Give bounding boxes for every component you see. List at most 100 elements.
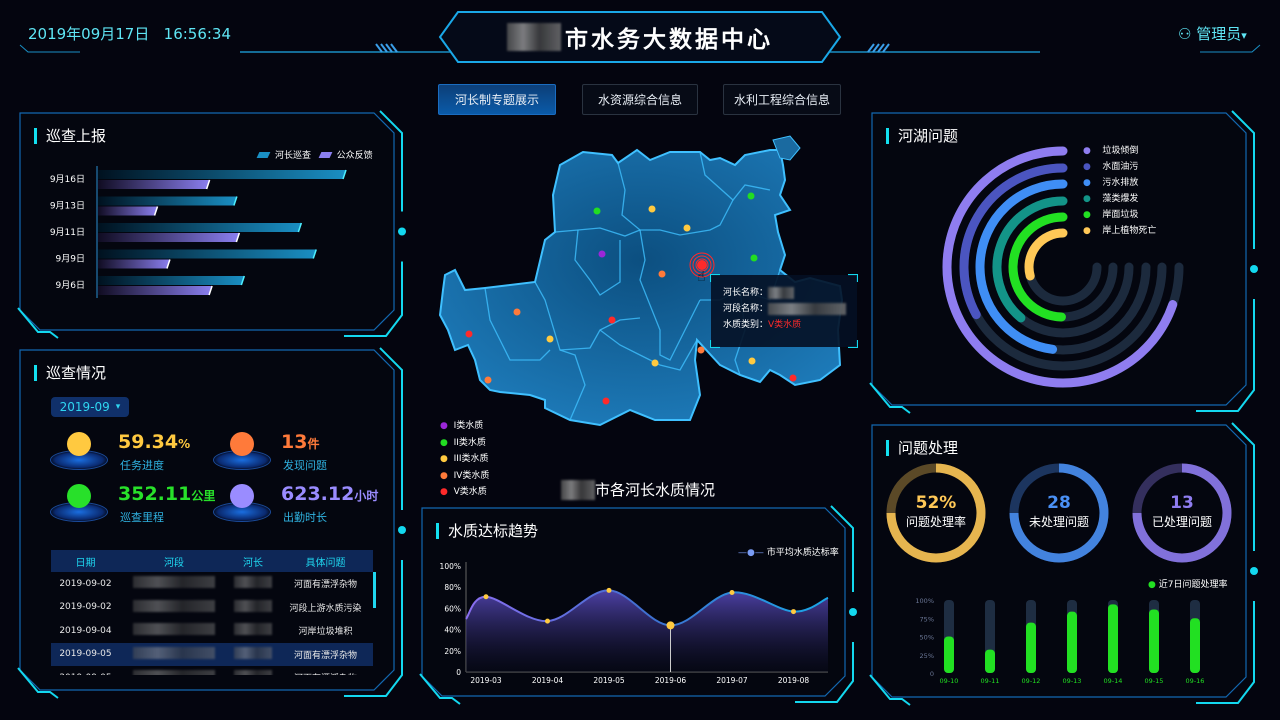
radial-legend-item[interactable]: ● 污水排放 bbox=[1083, 178, 1139, 188]
table-row[interactable]: 2019-09-04 河岸垃圾堆积 bbox=[51, 619, 373, 643]
pulse-ring bbox=[692, 255, 712, 275]
radial-bar bbox=[1024, 228, 1068, 281]
tab-river-chief[interactable]: 河长制专题展示 bbox=[438, 84, 556, 115]
x-tick-label: 2019-07 bbox=[716, 676, 748, 685]
bar-category-label: 9月16日 bbox=[50, 174, 85, 185]
col-date[interactable]: 日期 bbox=[51, 550, 120, 572]
tab-water-resources[interactable]: 水资源综合信息 bbox=[582, 84, 698, 115]
legend-dot-icon: ● bbox=[1148, 580, 1159, 590]
bar-chief-patrol bbox=[98, 249, 317, 259]
map-legend: ● I类水质 ● II类水质 ● III类水质 ● IV类水质 ● V类水质 bbox=[440, 418, 489, 501]
radial-legend-item[interactable]: ● 藻类爆发 bbox=[1083, 194, 1139, 204]
chevron-down-icon: ▾ bbox=[115, 402, 121, 412]
legend-dot-icon: ● bbox=[440, 421, 448, 431]
trend-point bbox=[606, 587, 612, 593]
trend-line bbox=[465, 589, 829, 627]
map-region-border bbox=[534, 281, 641, 351]
cell-problem: 河岸垃圾堆积 bbox=[298, 627, 353, 638]
col-chief[interactable]: 河长 bbox=[228, 550, 279, 572]
table-row[interactable]: 2019-09-02 河段上游水质污染 bbox=[51, 596, 373, 620]
cell-date: 2019-09-04 bbox=[59, 625, 112, 636]
user-menu[interactable]: ⚇ 管理员▾ bbox=[1178, 25, 1247, 43]
rocket-icon bbox=[67, 432, 91, 456]
x-tick-label: 09-13 bbox=[1063, 677, 1082, 685]
bar-tip bbox=[205, 179, 211, 190]
table-scrollbar[interactable] bbox=[373, 572, 376, 608]
lightbulb-icon bbox=[230, 432, 254, 456]
radial-bar bbox=[942, 146, 1178, 388]
table-row[interactable]: 2019-09-02 河面有漂浮杂物 bbox=[51, 572, 373, 596]
map-legend-item[interactable]: ● V类水质 bbox=[440, 487, 487, 497]
table-row[interactable]: 2019-09-05 河面有漂浮杂物 bbox=[51, 666, 373, 675]
trend-point bbox=[545, 618, 550, 624]
header-stripe bbox=[867, 43, 875, 53]
bar-tip bbox=[166, 259, 171, 269]
blurred-chief-name bbox=[768, 286, 795, 299]
stat-value: 352.11公里 bbox=[118, 483, 216, 505]
radial-legend-item[interactable]: ● 垃圾倾倒 bbox=[1083, 146, 1139, 156]
stat-value: 623.12小时 bbox=[281, 483, 379, 505]
blurred-section-name bbox=[768, 302, 847, 315]
map-region-border bbox=[599, 329, 698, 371]
blurred-chief bbox=[234, 576, 273, 589]
tab-water-projects[interactable]: 水利工程综合信息 bbox=[723, 84, 841, 115]
donut-label: 28 未处理问题 bbox=[1028, 493, 1089, 529]
bar-public-feedback bbox=[98, 206, 158, 216]
bar-chief-patrol bbox=[98, 276, 245, 285]
x-tick-label: 09-11 bbox=[981, 677, 1000, 685]
stat-label: 巡查里程 bbox=[120, 511, 164, 524]
legend-line-icon: —●— bbox=[738, 548, 767, 558]
table-row[interactable]: 2019-09-05 河面有漂浮杂物 bbox=[51, 642, 373, 666]
y-tick-label: 60% bbox=[444, 604, 461, 613]
blurred-city-name bbox=[561, 479, 595, 500]
map-caption: 市各河长水质情况 bbox=[561, 479, 715, 500]
legend-dot-icon: ● bbox=[1083, 146, 1091, 156]
radial-legend-item[interactable]: ● 岸上植物死亡 bbox=[1083, 226, 1157, 236]
cell-section bbox=[120, 596, 228, 620]
header-stripe bbox=[877, 43, 885, 53]
bar-chief-patrol bbox=[98, 170, 346, 179]
legend-dot-icon: ● bbox=[1083, 162, 1091, 172]
stat-label: 任务进度 bbox=[120, 459, 164, 472]
col-section[interactable]: 河段 bbox=[119, 550, 228, 572]
map-legend-item[interactable]: ● III类水质 bbox=[440, 454, 489, 464]
radial-legend-item[interactable]: ● 水面油污 bbox=[1083, 162, 1139, 172]
river-issues-radial-chart bbox=[942, 146, 1184, 388]
blurred-chief bbox=[234, 646, 273, 659]
panel-title-river-issues: 河湖问题 bbox=[886, 128, 958, 144]
station-marker bbox=[648, 205, 656, 213]
donut-label: 52% 问题处理率 bbox=[905, 493, 966, 529]
station-marker bbox=[608, 316, 616, 324]
map-legend-item[interactable]: ● I类水质 bbox=[440, 421, 484, 431]
station-marker bbox=[651, 359, 659, 367]
donut-label: 13 已处理问题 bbox=[1151, 493, 1212, 529]
bar-value bbox=[944, 636, 954, 673]
bar-chief-patrol bbox=[98, 196, 237, 206]
radial-legend-item[interactable]: ● 岸面垃圾 bbox=[1083, 210, 1139, 220]
bar-value bbox=[1190, 618, 1200, 673]
cell-date: 2019-09-02 bbox=[59, 578, 112, 589]
col-problem[interactable]: 具体问题 bbox=[278, 550, 373, 572]
bar-public-feedback bbox=[98, 180, 210, 189]
map-region-border bbox=[574, 229, 621, 296]
cell-chief bbox=[228, 619, 278, 643]
bar-legend: 河长巡查 公众反馈 bbox=[256, 148, 373, 161]
trend-legend: —●— 市平均水质达标率 bbox=[738, 548, 839, 558]
map-tooltip: 河长名称： 河段名称： 水质类别：V类水质 bbox=[711, 275, 857, 347]
panel-corner-accent bbox=[1231, 422, 1255, 551]
cell-date: 2019-09-05 bbox=[51, 666, 120, 675]
month-select[interactable]: 2019-09 ▾ bbox=[51, 397, 129, 417]
panel-title-patrol-report: 巡查上报 bbox=[34, 128, 106, 144]
y-tick-label: 40% bbox=[444, 626, 461, 635]
map-legend-item[interactable]: ● II类水质 bbox=[440, 437, 486, 448]
radial-bar bbox=[975, 179, 1068, 354]
bar-tip bbox=[233, 196, 238, 206]
header-stripe bbox=[385, 43, 393, 53]
patrol-bar-chart: 9月16日 9月13日 9月11日 9月9日 9月6日 bbox=[50, 166, 347, 298]
bar-tip bbox=[342, 169, 347, 180]
x-tick-label: 2019-04 bbox=[532, 676, 564, 685]
map-legend-item[interactable]: ● IV类水质 bbox=[440, 470, 490, 481]
y-tick-label: 25% bbox=[920, 652, 934, 660]
y-tick-label: 80% bbox=[444, 583, 461, 592]
